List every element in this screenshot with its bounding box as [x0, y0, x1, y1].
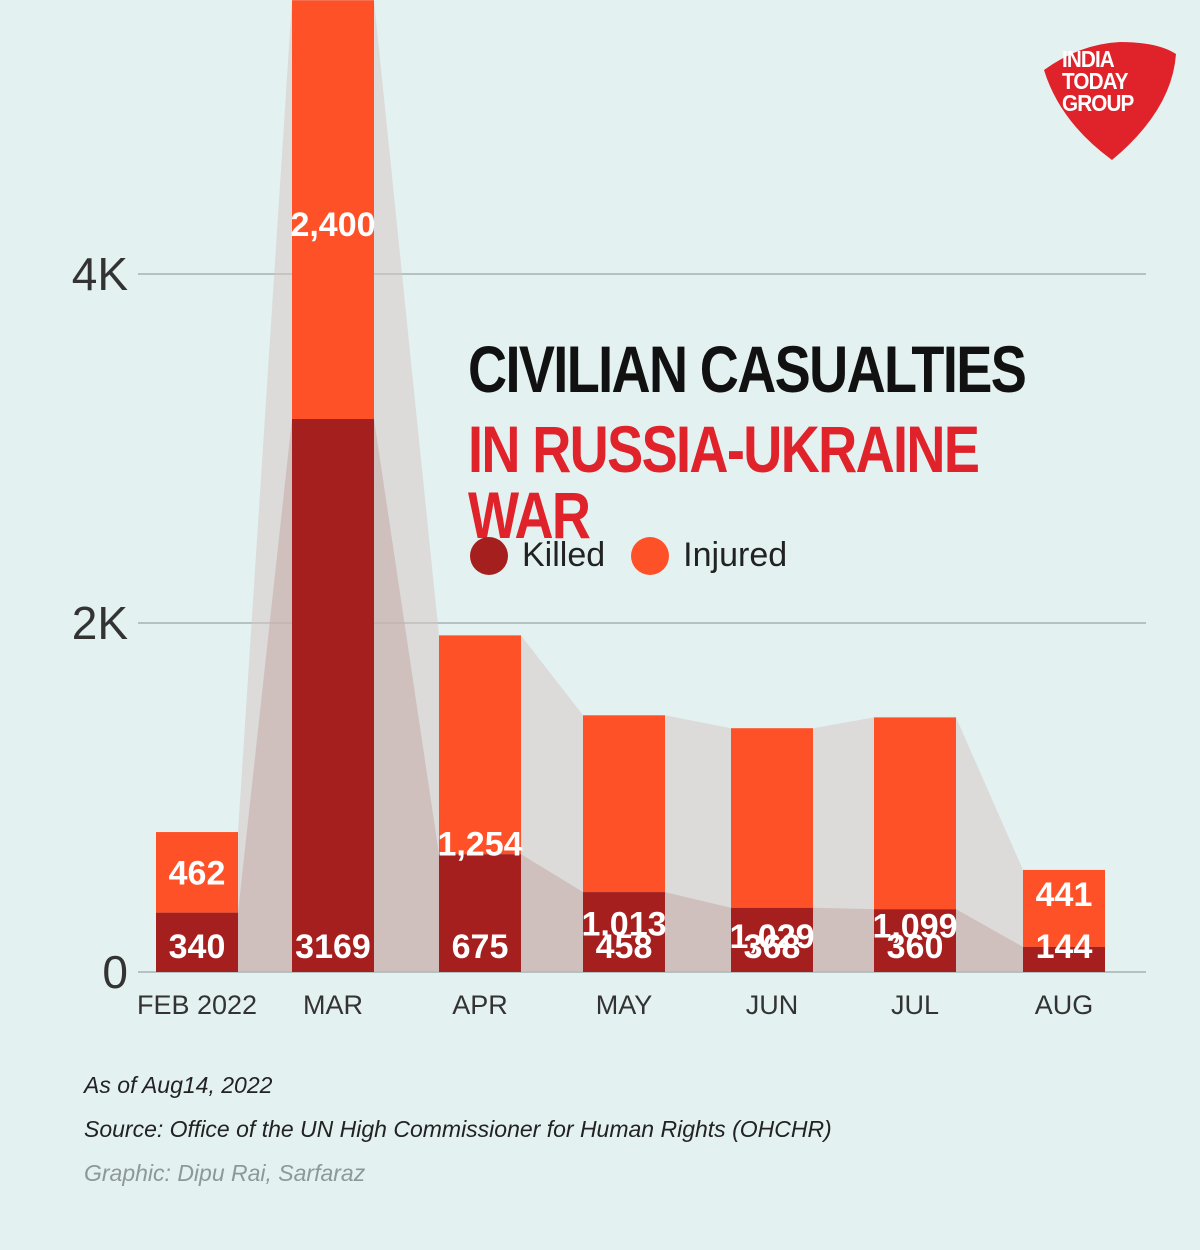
- source-note: Source: Office of the UN High Commission…: [84, 1116, 832, 1142]
- x-tick-label: APR: [452, 990, 508, 1020]
- legend-item-killed: Killed: [470, 536, 605, 575]
- y-tick-label: 4K: [72, 248, 129, 300]
- data-label-injured: 1,099: [872, 907, 957, 945]
- data-label-killed: 360: [887, 928, 944, 966]
- bar-killed: [156, 912, 238, 972]
- data-label-killed: 675: [452, 928, 509, 966]
- data-label-injured: 1,029: [729, 918, 814, 956]
- data-label-injured: 1,013: [581, 905, 666, 943]
- bar-injured: [156, 832, 238, 913]
- logo-line-1: INDIA: [1062, 46, 1115, 72]
- logo-shield-icon: [1044, 42, 1176, 160]
- x-tick-label: AUG: [1035, 990, 1094, 1020]
- legend-label-killed: Killed: [522, 536, 606, 574]
- chart-title: CIVILIAN CASUALTIES IN RUSSIA-UKRAINE WA…: [468, 336, 1068, 548]
- footer: As of Aug14, 2022 Source: Office of the …: [84, 1072, 832, 1204]
- legend-swatch-injured: [631, 536, 670, 575]
- y-tick-label: 0: [102, 946, 128, 998]
- india-today-logo: INDIA TODAY GROUP: [1040, 40, 1180, 162]
- data-label-killed: 340: [169, 928, 226, 966]
- data-label-killed: 3169: [295, 928, 371, 966]
- bar-injured: [731, 728, 813, 908]
- x-tick-label: FEB 2022: [137, 990, 257, 1020]
- as-of-date: As of Aug14, 2022: [84, 1072, 273, 1098]
- data-label-killed: 144: [1036, 928, 1093, 966]
- data-label-killed: 368: [744, 928, 801, 966]
- data-label-injured: 2,400: [290, 206, 375, 244]
- graphic-credit: Graphic: Dipu Rai, Sarfaraz: [84, 1160, 366, 1186]
- legend-label-injured: Injured: [683, 536, 788, 574]
- bar-injured: [583, 715, 665, 893]
- bar-killed: [292, 419, 374, 972]
- legend: Killed Injured: [470, 536, 813, 575]
- logo-line-3: GROUP: [1062, 90, 1134, 116]
- bar-killed: [874, 909, 956, 972]
- data-label-killed: 458: [596, 928, 653, 966]
- title-line-1: CIVILIAN CASUALTIES: [468, 332, 1027, 406]
- title-line-2: IN RUSSIA-UKRAINE WAR: [468, 412, 980, 552]
- bar-killed: [731, 907, 813, 972]
- x-tick-label: JUL: [891, 990, 939, 1020]
- bar-injured: [292, 0, 374, 420]
- data-label-injured: 441: [1036, 876, 1093, 914]
- logo-text: INDIA TODAY GROUP: [1062, 46, 1134, 116]
- y-tick-label: 2K: [72, 597, 129, 649]
- bar-killed: [439, 854, 521, 972]
- x-tick-label: MAY: [596, 990, 653, 1020]
- bar-injured: [874, 717, 956, 910]
- killed-area-shade: [156, 419, 1105, 972]
- bar-killed: [583, 892, 665, 972]
- bar-injured: [1023, 869, 1105, 947]
- data-label-injured: 462: [169, 854, 226, 892]
- legend-swatch-killed: [470, 536, 508, 575]
- bar-killed: [1023, 946, 1105, 972]
- x-tick-label: JUN: [746, 990, 799, 1020]
- data-label-injured: 1,254: [437, 825, 522, 863]
- logo-line-2: TODAY: [1062, 68, 1129, 94]
- legend-item-injured: Injured: [631, 536, 787, 575]
- x-tick-label: MAR: [303, 990, 363, 1020]
- bar-injured: [439, 635, 521, 855]
